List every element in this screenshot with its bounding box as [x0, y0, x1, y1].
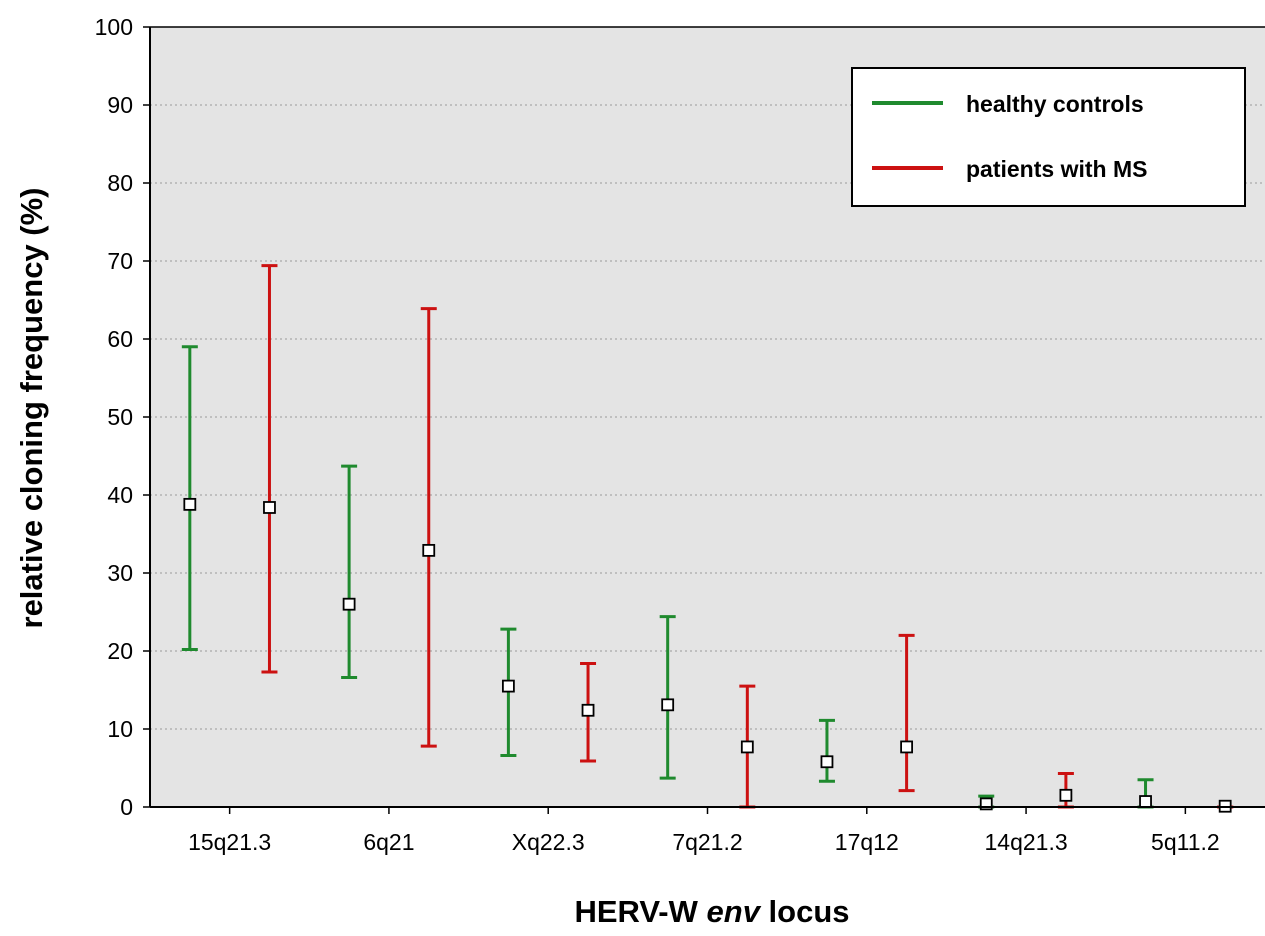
mean-point-ms-7q21.2	[740, 740, 754, 754]
y-tick-label-20: 20	[107, 638, 133, 664]
x-axis-title-part-3: locus	[760, 894, 850, 929]
mean-point-healthy-14q21.3	[979, 797, 993, 811]
mean-point-healthy-7q21.2	[661, 698, 675, 712]
x-tick-label-5q11.2: 5q11.2	[1151, 829, 1220, 855]
mean-point-ms-14q21.3	[1059, 788, 1073, 802]
x-tick-label-15q21.3: 15q21.3	[188, 829, 271, 855]
x-tick-label-6q21: 6q21	[363, 829, 414, 855]
x-axis-ticks: 15q21.3 6q21 Xq22.3 7q21.2 17q12 14q21.3 5q11.…	[188, 807, 1220, 855]
x-axis-title-part-1: HERV-W	[574, 894, 706, 929]
y-tick-label-0: 0	[120, 794, 133, 820]
data-marks	[181, 264, 1234, 813]
mean-point-ms-17q12	[900, 740, 914, 754]
y-axis-title: relative cloning frequency (%)	[14, 188, 49, 629]
y-tick-label-90: 90	[107, 92, 133, 118]
y-tick-label-40: 40	[107, 482, 133, 508]
x-tick-label-17q12: 17q12	[835, 829, 899, 855]
mean-point-healthy-15q21.3	[183, 497, 197, 511]
y-tick-label-80: 80	[107, 170, 133, 196]
mean-point-healthy-Xq22.3	[501, 679, 515, 693]
mean-point-healthy-6q21	[342, 597, 356, 611]
x-axis-title: HERV-W env locus	[574, 894, 849, 929]
x-tick-label-Xq22.3: Xq22.3	[512, 829, 585, 855]
mean-point-ms-6q21	[422, 543, 436, 557]
y-tick-label-100: 100	[95, 14, 133, 40]
legend: healthy controls patients with MS	[851, 67, 1246, 207]
mean-point-healthy-17q12	[820, 755, 834, 769]
mean-point-healthy-5q11.2	[1139, 795, 1152, 808]
y-tick-label-50: 50	[107, 404, 133, 430]
y-axis-ticks: 0 10 20 30 40 50 60 70 80 90 100	[95, 14, 150, 820]
x-tick-label-7q21.2: 7q21.2	[672, 829, 742, 855]
y-tick-label-70: 70	[107, 248, 133, 274]
mean-point-ms-Xq22.3	[581, 703, 595, 717]
x-axis-title-part-2: env	[707, 894, 762, 929]
legend-label-healthy: healthy controls	[966, 91, 1144, 117]
y-tick-label-30: 30	[107, 560, 133, 586]
y-tick-label-10: 10	[107, 716, 133, 742]
legend-label-ms: patients with MS	[966, 156, 1147, 182]
x-tick-label-14q21.3: 14q21.3	[985, 829, 1068, 855]
legend-box	[851, 67, 1246, 207]
mean-point-ms-15q21.3	[263, 501, 276, 514]
y-tick-label-60: 60	[107, 326, 133, 352]
gridlines	[150, 104, 1265, 730]
